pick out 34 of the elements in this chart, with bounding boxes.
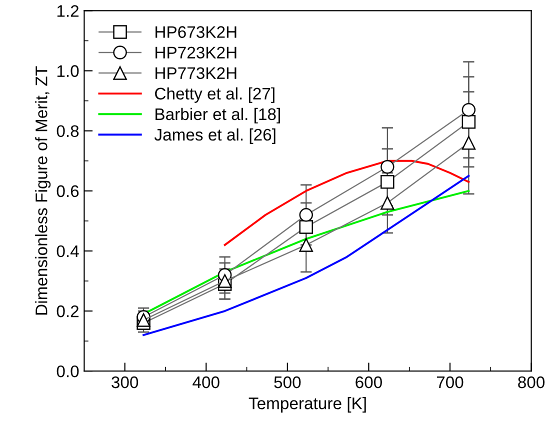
point	[462, 136, 476, 150]
y-tick-label: 0.2	[56, 305, 79, 318]
x-tick-label: 700	[436, 376, 464, 388]
point	[462, 114, 476, 129]
legend-label: Chetty et al. [27]	[155, 87, 274, 103]
point	[380, 160, 394, 174]
point	[218, 274, 232, 288]
legend-label: HP673K2H	[156, 26, 236, 38]
legend-label: James et al. [26]	[154, 128, 276, 144]
y-tick-label: 0.0	[56, 365, 79, 378]
y-tick-label: 0.4	[56, 245, 79, 258]
point	[380, 175, 394, 189]
y-tick-label: 1.0	[57, 65, 79, 77]
x-tick-label: 800	[518, 376, 545, 388]
x-tick-label: 300	[112, 376, 138, 388]
point	[380, 196, 394, 210]
point	[299, 208, 313, 222]
legend-label: HP773K2H	[156, 67, 236, 80]
x-tick-label: 600	[356, 376, 382, 388]
y-tick-label: 0.6	[56, 185, 79, 198]
legend-label: Barbier et al. [18]	[156, 108, 280, 124]
legend-label: HP723K2H	[156, 46, 236, 59]
line-series	[142, 174, 470, 336]
point	[299, 220, 313, 234]
y-tick-label: 1.2	[57, 5, 79, 17]
y-tick-label: 0.8	[56, 125, 79, 138]
x-axis-title: Temperature [K]	[248, 397, 366, 413]
point	[136, 313, 150, 327]
line-series	[224, 160, 470, 246]
y-axis-title: Dimensionless Figure of Merit, ZT	[35, 66, 51, 315]
point	[299, 238, 313, 252]
x-tick-label: 500	[274, 376, 301, 388]
x-tick-label: 400	[192, 376, 220, 388]
point	[462, 102, 476, 117]
